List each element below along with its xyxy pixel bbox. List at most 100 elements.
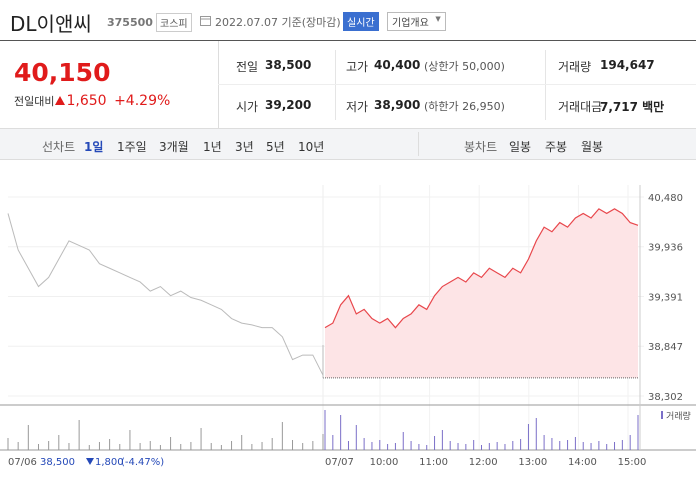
company-info-dropdown[interactable]: 기업개요 ▼ [387,12,446,31]
volume-bar [473,440,475,450]
change-pct: +4.29% [114,93,171,109]
volume-bar [520,439,522,450]
volume-bar [504,444,506,450]
volume-bar [629,435,631,450]
stat-label: 시가 [236,100,259,114]
volume-bar [355,425,357,450]
stat-note: (하한가 26,950) [424,100,505,113]
volume-bar [27,425,29,450]
candle-tab[interactable]: 일봉 [509,140,532,154]
period-tab[interactable]: 1주일 [117,140,147,154]
volume-bar [394,443,396,450]
x-tick-label: 14:00 [568,457,597,468]
prev-change-pct: (-4.47%) [121,457,164,468]
period-tab[interactable]: 3개월 [159,140,189,154]
tab-label: 선차트 [42,140,76,154]
period-tab[interactable]: 10년 [298,140,325,154]
stock-name: DL이앤씨 [10,12,92,36]
volume-bar [582,442,584,450]
volume-bar [37,444,39,450]
volume-bar [88,445,90,450]
volume-bar [637,415,639,450]
y-tick-label: 39,936 [648,243,683,254]
price-line [7,213,324,376]
volume-bar [598,441,600,450]
volume-bar [574,437,576,450]
volume-bar [481,445,482,450]
period-tab[interactable]: 3년 [235,140,254,154]
down-arrow [86,458,94,465]
volume-bar [149,441,151,450]
candle-tab[interactable]: 주봉 [545,140,568,154]
divider [0,40,696,41]
stat-label: 저가 [346,100,369,114]
stat-label: 거래량 [558,60,592,74]
volume-bar [241,435,243,450]
volume-bar [312,441,314,450]
x-tick-label: 10:00 [370,457,399,468]
prev-change: 1,800 [95,457,124,468]
volume-bar [465,444,467,450]
separator [335,50,336,120]
volume-bar [606,444,608,450]
volume-bar [567,440,569,450]
volume-bar [449,441,451,450]
price-text: 40,150 [14,58,111,87]
volume-bar [302,443,304,450]
volume-bar [210,443,212,450]
volume-bar [58,435,60,450]
price-line [324,208,639,329]
volume-bar [48,441,50,450]
stat-value: 194,647 [600,58,655,72]
volume-bar [387,444,389,450]
volume-bar [551,438,553,450]
realtime-button[interactable]: 실시간 [343,12,379,31]
stat-value: 38,500 [265,58,312,72]
volume-bar [621,440,623,450]
volume-bar [271,438,273,450]
prev-close: 38,500 [40,457,75,468]
x-tick-label: 15:00 [618,457,647,468]
volume-bar [347,441,349,450]
price: 40,150 [14,58,110,87]
volume-bar [231,441,233,450]
volume-bar [159,445,161,450]
volume-bar [371,442,373,450]
separator [418,132,419,156]
volume-bar [17,442,19,450]
volume-bar [220,445,222,450]
period-tab[interactable]: 5년 [266,140,285,154]
volume-bar [322,434,324,450]
volume-bar [180,444,182,450]
volume-bar [261,442,263,450]
volume-bar [434,436,436,450]
volume-bar [512,441,514,450]
period-tab[interactable]: 1일 [84,140,104,154]
x-tick-label: 12:00 [469,457,498,468]
volume-bar [527,424,529,450]
volume-bar [496,442,498,450]
volume-bar [363,438,365,450]
change-row: 전일대비 1,650 +4.29% [14,93,170,109]
tab-label: 봉차트 [464,140,498,154]
volume-bar [340,415,342,450]
candle-tab[interactable]: 월봉 [581,140,604,154]
area [325,208,638,378]
x-tick-label: 11:00 [419,457,448,468]
calendar-icon [200,16,211,26]
y-tick-label: 39,391 [648,293,683,304]
volume-bar [68,443,70,450]
stat-value: 39,200 [265,98,312,112]
volume-bar [200,428,202,450]
stat-label: 전일 [236,60,259,74]
volume-bar [119,444,121,450]
volume-bar [129,430,131,450]
volume-bar [402,432,404,450]
change: 1,650 [66,93,107,109]
volume-bar [292,440,294,450]
market-badge: 코스피 [156,13,192,32]
period-tab[interactable]: 1년 [203,140,222,154]
volume-bar [614,442,616,450]
